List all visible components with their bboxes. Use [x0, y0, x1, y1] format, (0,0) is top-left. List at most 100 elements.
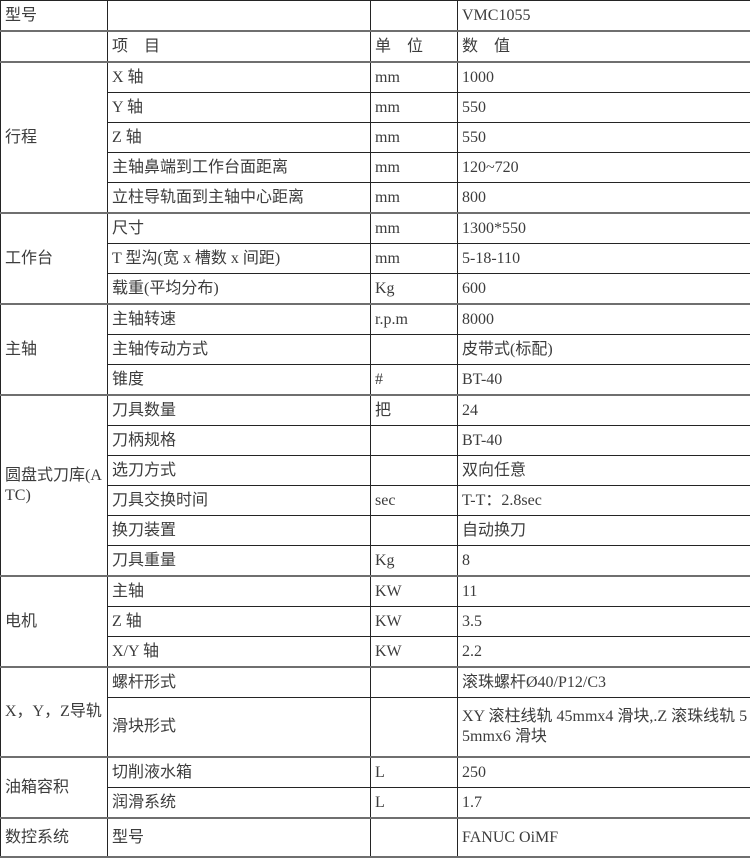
table-row-model: 型号 VMC1055 [1, 1, 750, 32]
value-cell: 2.2 [458, 637, 750, 668]
item-cell: T 型沟(宽 x 槽数 x 间距) [108, 244, 371, 274]
unit-cell [371, 818, 458, 857]
unit-cell [371, 335, 458, 365]
table-row: 选刀方式 双向任意 [1, 456, 750, 486]
item-cell: X/Y 轴 [108, 637, 371, 668]
unit-cell: Kg [371, 274, 458, 305]
value-cell: 皮带式(标配) [458, 335, 750, 365]
item-cell: 载重(平均分布) [108, 274, 371, 305]
unit-cell: mm [371, 244, 458, 274]
unit-cell [371, 456, 458, 486]
model-label-cell: 型号 [1, 1, 108, 32]
table-row: 油箱容积 切削液水箱 L 250 [1, 757, 750, 788]
section-category-motor: 电机 [1, 576, 108, 667]
unit-cell [371, 516, 458, 546]
unit-cell: KW [371, 607, 458, 637]
item-cell: 滑块形式 [108, 698, 371, 758]
table-row: 电机 主轴 KW 11 [1, 576, 750, 607]
item-cell: 润滑系统 [108, 788, 371, 819]
value-cell: 1300*550 [458, 213, 750, 244]
model-value-cell: VMC1055 [458, 1, 750, 32]
value-cell: FANUC OiMF [458, 818, 750, 857]
unit-cell: r.p.m [371, 304, 458, 335]
item-cell: 主轴 [108, 576, 371, 607]
table-row: 润滑系统 L 1.7 [1, 788, 750, 819]
table-header-row: 项 目 单 位 数 值 [1, 31, 750, 62]
table-row: 刀柄规格 BT-40 [1, 426, 750, 456]
unit-cell: # [371, 365, 458, 396]
value-cell: XY 滚柱线轨 45mmx4 滑块,.Z 滚珠线轨 55mmx6 滑块 [458, 698, 750, 758]
unit-cell: 把 [371, 395, 458, 426]
header-unit-cell: 单 位 [371, 31, 458, 62]
value-cell: 600 [458, 274, 750, 305]
item-cell: Z 轴 [108, 607, 371, 637]
item-cell: 主轴鼻端到工作台面距离 [108, 153, 371, 183]
empty-cell [1, 31, 108, 62]
empty-cell [108, 1, 371, 32]
header-value-cell: 数 值 [458, 31, 750, 62]
section-category-guideways: X，Y，Z导轨 [1, 667, 108, 757]
value-cell: 120~720 [458, 153, 750, 183]
value-cell: 550 [458, 93, 750, 123]
unit-cell: KW [371, 637, 458, 668]
item-cell: Z 轴 [108, 123, 371, 153]
table-row: 刀具重量 Kg 8 [1, 546, 750, 577]
table-row: 载重(平均分布) Kg 600 [1, 274, 750, 305]
table-row: 主轴鼻端到工作台面距离 mm 120~720 [1, 153, 750, 183]
table-row: Y 轴 mm 550 [1, 93, 750, 123]
table-row: 刀具交换时间 sec T-T：2.8sec [1, 486, 750, 516]
section-category-atc: 圆盘式刀库(ATC) [1, 395, 108, 576]
item-cell: 刀具交换时间 [108, 486, 371, 516]
table-row: 主轴 主轴转速 r.p.m 8000 [1, 304, 750, 335]
value-cell: 自动换刀 [458, 516, 750, 546]
unit-cell: sec [371, 486, 458, 516]
value-cell: 3.5 [458, 607, 750, 637]
unit-cell: mm [371, 153, 458, 183]
unit-cell [371, 667, 458, 698]
section-category-spindle: 主轴 [1, 304, 108, 395]
value-cell: 1.7 [458, 788, 750, 819]
header-item-cell: 项 目 [108, 31, 371, 62]
table-row: T 型沟(宽 x 槽数 x 间距) mm 5-18-110 [1, 244, 750, 274]
table-row: 滑块形式 XY 滚柱线轨 45mmx4 滑块,.Z 滚珠线轨 55mmx6 滑块 [1, 698, 750, 758]
unit-cell: mm [371, 213, 458, 244]
table-row: 数控系统 型号 FANUC OiMF [1, 818, 750, 857]
item-cell: 刀柄规格 [108, 426, 371, 456]
unit-cell [371, 426, 458, 456]
value-cell: 550 [458, 123, 750, 153]
section-category-worktable: 工作台 [1, 213, 108, 304]
table-row: 锥度 # BT-40 [1, 365, 750, 396]
table-row: 圆盘式刀库(ATC) 刀具数量 把 24 [1, 395, 750, 426]
unit-cell: L [371, 757, 458, 788]
value-cell: BT-40 [458, 365, 750, 396]
table-row: 行程 X 轴 mm 1000 [1, 62, 750, 93]
item-cell: 锥度 [108, 365, 371, 396]
unit-cell: KW [371, 576, 458, 607]
section-category-cnc: 数控系统 [1, 818, 108, 857]
table-row: Z 轴 mm 550 [1, 123, 750, 153]
value-cell: 24 [458, 395, 750, 426]
table-row: X，Y，Z导轨 螺杆形式 滚珠螺杆Ø40/P12/C3 [1, 667, 750, 698]
item-cell: Y 轴 [108, 93, 371, 123]
value-cell: 8 [458, 546, 750, 577]
item-cell: 切削液水箱 [108, 757, 371, 788]
item-cell: 螺杆形式 [108, 667, 371, 698]
unit-cell: mm [371, 62, 458, 93]
value-cell: 双向任意 [458, 456, 750, 486]
value-cell: 5-18-110 [458, 244, 750, 274]
unit-cell: mm [371, 123, 458, 153]
table-row: 立柱导轨面到主轴中心距离 mm 800 [1, 183, 750, 214]
value-cell: BT-40 [458, 426, 750, 456]
value-cell: 滚珠螺杆Ø40/P12/C3 [458, 667, 750, 698]
item-cell: X 轴 [108, 62, 371, 93]
unit-cell: mm [371, 93, 458, 123]
value-cell: 8000 [458, 304, 750, 335]
table-row: Z 轴 KW 3.5 [1, 607, 750, 637]
value-cell: T-T：2.8sec [458, 486, 750, 516]
value-cell: 1000 [458, 62, 750, 93]
value-cell: 800 [458, 183, 750, 214]
item-cell: 刀具重量 [108, 546, 371, 577]
item-cell: 立柱导轨面到主轴中心距离 [108, 183, 371, 214]
